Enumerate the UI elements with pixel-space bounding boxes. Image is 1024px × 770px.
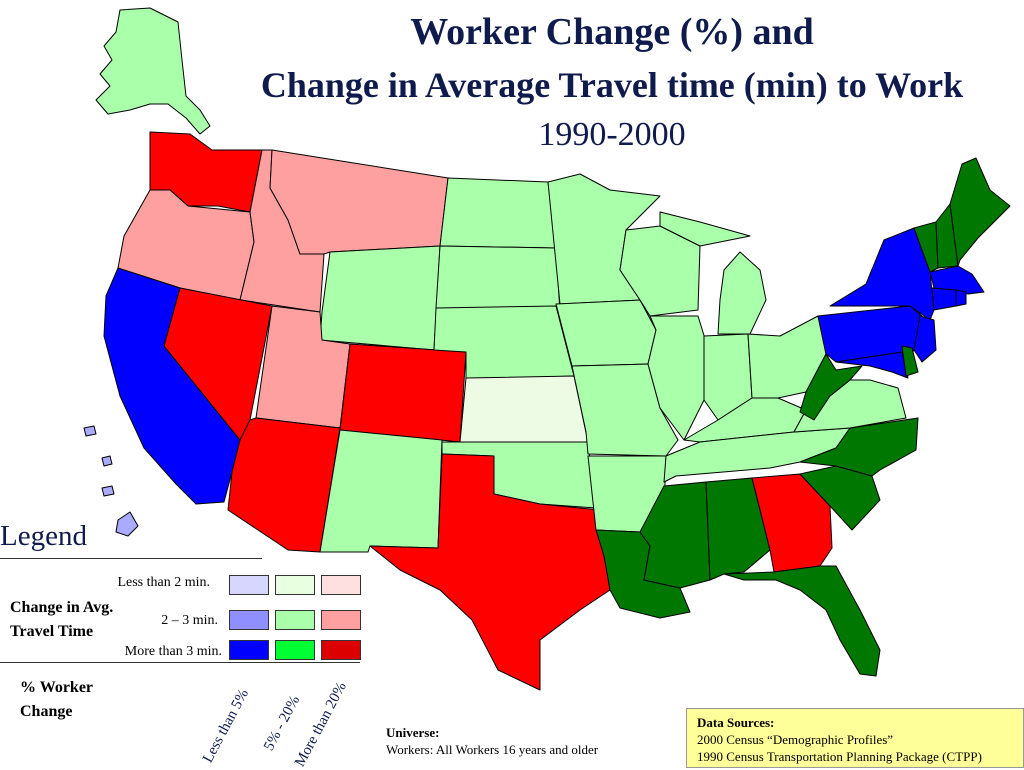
data-sources-label: Data Sources: <box>697 715 775 730</box>
state-michigan-upper[interactable] <box>659 211 751 247</box>
state-hawaii-kauai[interactable] <box>101 455 113 467</box>
state-iowa[interactable] <box>555 299 657 367</box>
state-connecticut[interactable] <box>931 287 957 311</box>
data-source-1: 2000 Census “Demographic Profiles” <box>697 732 894 747</box>
page-subtitle-years: 1990-2000 <box>538 116 686 153</box>
legend-group-label-line1: Change in Avg. <box>10 599 114 616</box>
state-south-dakota[interactable] <box>435 245 561 313</box>
state-new-york[interactable] <box>829 227 935 321</box>
legend-divider-bottom <box>0 662 360 663</box>
legend-worker-label: % Worker Change <box>20 676 93 724</box>
state-hawaii-oahu[interactable] <box>83 425 97 437</box>
state-texas[interactable] <box>369 453 611 691</box>
legend-group-label-line2: Travel Time <box>10 623 94 640</box>
state-wyoming[interactable] <box>319 245 441 351</box>
universe-note: Universe: Workers: All Workers 16 years … <box>386 724 598 758</box>
state-alaska[interactable] <box>95 7 211 135</box>
legend-swatch <box>275 575 315 595</box>
legend-swatch <box>229 610 269 630</box>
legend-worker-label-line2: Change <box>20 703 73 720</box>
state-west-virginia[interactable] <box>799 353 863 421</box>
state-delaware[interactable] <box>901 345 919 377</box>
legend-swatch <box>275 640 315 660</box>
legend-title: Legend <box>0 520 87 552</box>
legend-row-label: 2 – 3 min. <box>161 613 218 628</box>
legend-worker-label-line1: % Worker <box>20 679 94 696</box>
data-sources-box: Data Sources: 2000 Census “Demographic P… <box>686 708 1024 768</box>
legend-swatch <box>321 575 361 595</box>
state-montana[interactable] <box>269 149 449 255</box>
legend-row-label: Less than 2 min. <box>117 575 210 590</box>
state-michigan[interactable] <box>717 251 767 335</box>
state-florida[interactable] <box>723 565 881 677</box>
state-hawaii-big[interactable] <box>115 511 139 537</box>
legend-swatch <box>321 610 361 630</box>
legend-row-label: More than 3 min. <box>124 644 222 659</box>
page-title-line2: Change in Average Travel time (min) to W… <box>260 65 964 105</box>
state-kansas[interactable] <box>459 375 589 443</box>
state-north-dakota[interactable] <box>439 177 557 249</box>
state-colorado[interactable] <box>339 343 467 443</box>
legend-swatch <box>321 640 361 660</box>
state-north-carolina[interactable] <box>799 417 919 477</box>
state-new-jersey[interactable] <box>913 315 937 363</box>
legend-swatch <box>229 575 269 595</box>
state-rhode-island[interactable] <box>955 289 967 307</box>
legend-group-label: Change in Avg. Travel Time <box>10 596 113 644</box>
legend-swatch <box>229 640 269 660</box>
page-title: Worker Change (%) and <box>410 11 814 53</box>
universe-label: Universe: <box>386 725 440 740</box>
state-new-mexico[interactable] <box>319 429 443 553</box>
legend-divider-top <box>0 558 262 559</box>
data-source-2: 1990 Census Transportation Planning Pack… <box>697 749 982 764</box>
state-hawaii-maui[interactable] <box>101 485 115 497</box>
universe-text: Workers: All Workers 16 years and older <box>386 742 599 757</box>
legend-swatch <box>275 610 315 630</box>
state-maine[interactable] <box>949 157 1011 267</box>
state-maryland[interactable] <box>835 351 909 379</box>
